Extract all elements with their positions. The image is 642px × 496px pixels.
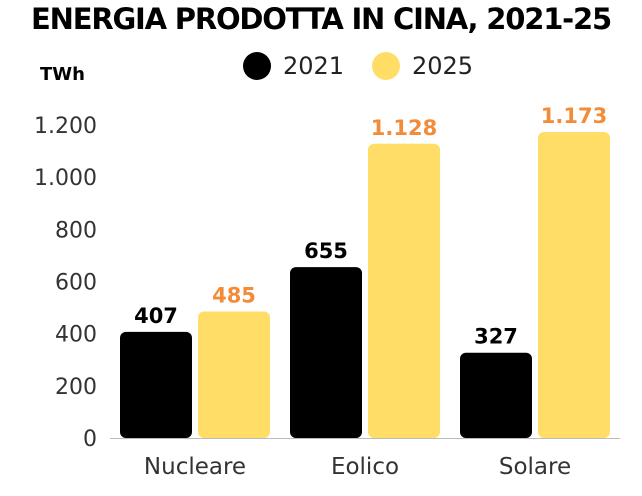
legend-label-2025: 2025 <box>412 52 474 80</box>
bar-2025-eolico <box>368 143 440 438</box>
y-axis-unit-label: TWh <box>40 64 85 85</box>
y-tick-label: 800 <box>55 218 97 243</box>
bar-2021-eolico <box>290 267 362 438</box>
bar-2025-nucleare <box>198 311 270 438</box>
legend-item-2025: 2025 <box>372 52 473 80</box>
data-label-2025-solare: 1.173 <box>541 104 607 128</box>
legend-swatch-2025 <box>372 52 400 80</box>
y-tick-label: 600 <box>55 271 97 296</box>
x-tick-label-eolico: Eolico <box>331 454 399 480</box>
legend: 2021 2025 <box>0 52 642 82</box>
x-tick-label-nucleare: Nucleare <box>144 454 246 480</box>
y-tick-label: 1.000 <box>34 166 97 191</box>
data-label-2021-nucleare: 407 <box>134 304 178 328</box>
x-tick-label-solare: Solare <box>499 454 571 480</box>
y-tick-label: 400 <box>55 323 97 348</box>
bar-2025-solare <box>538 132 610 439</box>
y-tick-label: 200 <box>55 375 97 400</box>
legend-item-2021: 2021 <box>243 52 344 80</box>
legend-label-2021: 2021 <box>283 52 345 80</box>
data-label-2025-nucleare: 485 <box>212 283 256 307</box>
data-label-2021-solare: 327 <box>474 325 518 349</box>
data-label-2025-eolico: 1.128 <box>371 116 437 140</box>
legend-swatch-2021 <box>243 52 271 80</box>
data-label-2021-eolico: 655 <box>304 239 348 263</box>
y-tick-label: 0 <box>83 427 97 452</box>
bar-2021-nucleare <box>120 331 192 438</box>
chart-title: ENERGIA PRODOTTA IN CINA, 2021-25 <box>31 2 612 36</box>
bar-2021-solare <box>460 352 532 438</box>
y-tick-label: 1.200 <box>34 114 97 139</box>
